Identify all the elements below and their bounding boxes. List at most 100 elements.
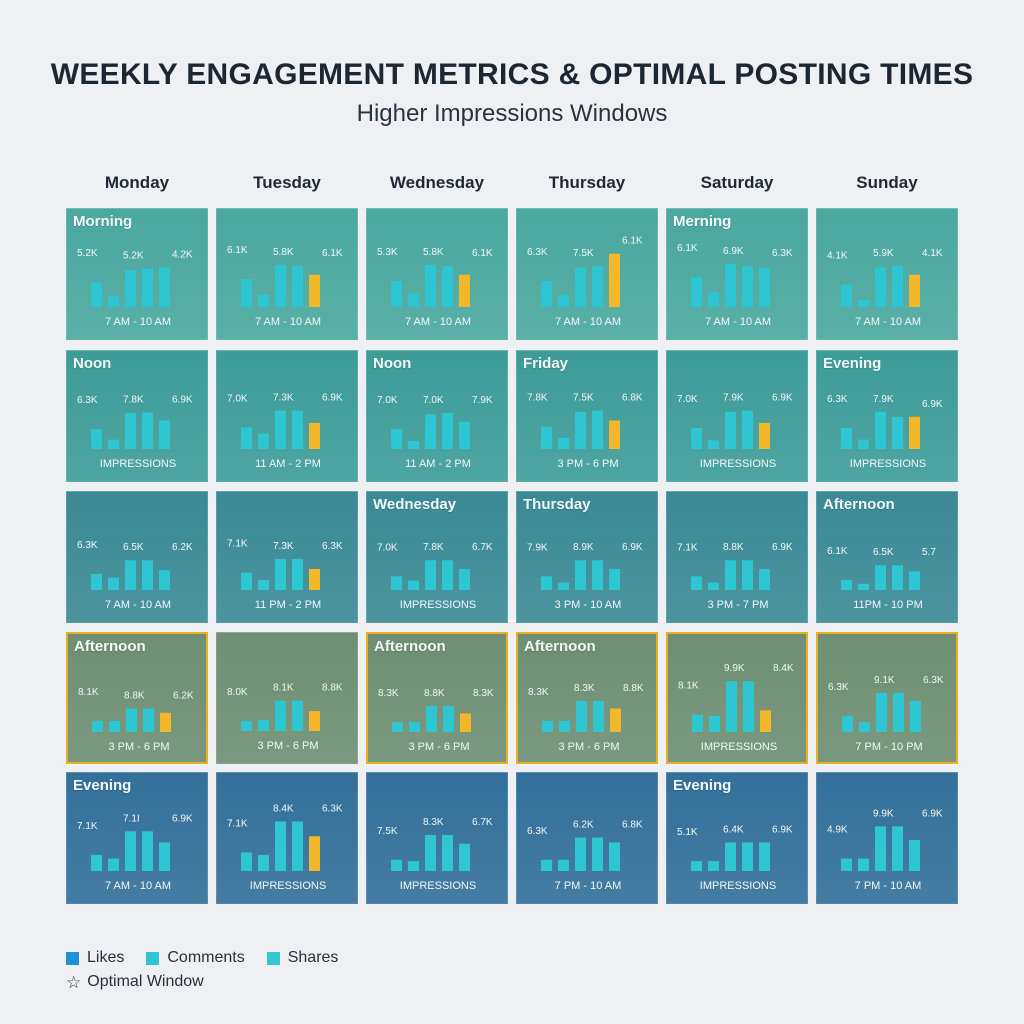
tile-r5-sunday: 4.9K 9.9K 6.9K 7 PM - 10 AM [816, 772, 958, 904]
data-label: 7.1I [123, 813, 140, 824]
legend-likes: Likes [66, 949, 124, 967]
data-label: 6.9K [772, 542, 793, 553]
data-label: 9.9K [873, 808, 894, 819]
bar [292, 700, 303, 731]
bar [442, 413, 453, 449]
data-label: 6.8K [622, 820, 643, 831]
mini-bar-chart: 5.3K 5.8K 6.1K 7 AM - 10 AM [377, 247, 493, 328]
bar [443, 705, 454, 732]
bar [559, 720, 570, 732]
tile-footer: 7 AM - 10 AM [255, 316, 321, 328]
bar [408, 580, 419, 590]
bar [743, 681, 754, 732]
bar [442, 266, 453, 307]
mini-bar-chart: 6.3K 9.1K 6.3K 7 PM - 10 PM [828, 675, 944, 753]
tile-footer: 7 AM - 10 AM [405, 316, 471, 328]
bar [309, 274, 320, 307]
tile-footer: 11 AM - 2 PM [405, 458, 471, 470]
tile-footer: 3 PM - 6 PM [257, 740, 318, 752]
bar [892, 266, 903, 307]
tile-footer: 7 AM - 10 AM [705, 316, 771, 328]
data-label: 6.7K [472, 817, 493, 828]
tile-r1-tuesday: 6.1K 5.8K 6.1K 7 AM - 10 AM [216, 208, 358, 340]
data-label: 7.1K [227, 539, 248, 550]
data-label: 7.1K [677, 542, 698, 553]
bar [610, 708, 621, 732]
data-label: 7.0K [423, 395, 444, 406]
bar [408, 440, 419, 449]
bar [541, 859, 552, 871]
data-label: 7.8K [527, 393, 548, 404]
tile-footer: 7 PM - 10 AM [555, 880, 622, 892]
data-label: 8.1K [273, 683, 294, 694]
tile-footer: 11 AM - 2 PM [255, 458, 321, 470]
data-label: 8.8K [623, 683, 644, 694]
mini-bar-chart: 8.0K 8.1K 8.8K 3 PM - 6 PM [227, 683, 343, 752]
bar [258, 294, 269, 307]
tile-r3-tuesday: 7.1K 7.3K 6.3K 11 PM - 2 PM [216, 491, 358, 623]
tile-footer: IMPRESSIONS [100, 458, 176, 470]
mini-bar-chart: 6.3K 6.5K 6.2K 7 AM - 10 AM [77, 540, 193, 611]
bar [91, 429, 102, 449]
tile-r4-monday: Afternoon 8.1K 8.8K 6.2K 3 PM - 6 PM [66, 632, 208, 764]
bar [142, 560, 153, 590]
day-header-saturday: Saturday [700, 173, 774, 192]
bar [241, 852, 252, 871]
data-label: 8.3K [528, 687, 549, 698]
tile-r4-wednesday: Afternoon 8.3K 8.8K 8.3K 3 PM - 6 PM [366, 632, 508, 764]
day-header-monday: Monday [104, 173, 170, 192]
bar [459, 568, 470, 590]
bar [391, 280, 402, 307]
bar [408, 293, 419, 307]
tile-footer: IMPRESSIONS [700, 880, 776, 892]
tile-footer: 7 AM - 10 AM [555, 316, 621, 328]
data-label: 7.1K [227, 818, 248, 829]
bar [425, 264, 436, 307]
tile-r3-thursday: Thursday 7.9K 8.9K 6.9K 3 PM - 10 AM [516, 491, 658, 623]
bar [460, 713, 471, 732]
bar [109, 720, 120, 732]
legend-label-comments: Comments [167, 949, 245, 966]
tile-r4-thursday: Afternoon 8.3K 8.3K 8.8K 3 PM - 6 PM [516, 632, 658, 764]
data-label: 6.9K [723, 246, 744, 257]
tile-r4-tuesday: 8.0K 8.1K 8.8K 3 PM - 6 PM [216, 632, 358, 764]
bar [726, 681, 737, 732]
mini-bar-chart: 6.3K 6.2K 6.8K 7 PM - 10 AM [527, 820, 643, 892]
bar [858, 858, 869, 871]
bar [391, 859, 402, 871]
bar [541, 576, 552, 590]
bar [858, 439, 869, 449]
bar [759, 842, 770, 871]
data-label: 6.9K [772, 824, 793, 835]
chart-title: WEEKLY ENGAGEMENT METRICS & OPTIMAL POST… [50, 58, 974, 91]
data-label: 6.3K [527, 826, 548, 837]
bar [725, 264, 736, 307]
tile-time-label: Evening [73, 777, 132, 794]
data-label: 5.2K [77, 248, 98, 259]
legend: Likes Comments Shares ☆ Optimal Window [66, 946, 360, 994]
bar [108, 439, 119, 449]
data-label: 8.9K [573, 542, 594, 553]
data-label: 8.8K [723, 542, 744, 553]
data-label: 7.0K [677, 394, 698, 405]
chart-subtitle: Higher Impressions Windows [356, 100, 668, 127]
star-icon: ☆ [66, 972, 82, 992]
tile-time-label: Friday [523, 355, 569, 372]
tile-r4-sunday: 6.3K 9.1K 6.3K 7 PM - 10 PM [816, 632, 958, 764]
mini-bar-chart: 8.3K 8.8K 8.3K 3 PM - 6 PM [378, 688, 494, 753]
bar [592, 837, 603, 871]
tile-footer: 3 PM - 6 PM [108, 741, 169, 753]
bar [126, 708, 137, 732]
data-label: 6.2K [173, 690, 194, 701]
bar [542, 720, 553, 732]
data-label: 8.0K [227, 687, 248, 698]
bar [708, 861, 719, 871]
bar [409, 722, 420, 732]
mini-bar-chart: 8.1K 9.9K 8.4K IMPRESSIONS [678, 663, 794, 753]
bar [742, 266, 753, 307]
tile-footer: 7 AM - 10 AM [855, 316, 921, 328]
data-label: 8.4K [773, 663, 794, 674]
bar [691, 277, 702, 307]
data-label: 7.3K [273, 393, 294, 404]
data-label: 6.1K [472, 248, 493, 259]
